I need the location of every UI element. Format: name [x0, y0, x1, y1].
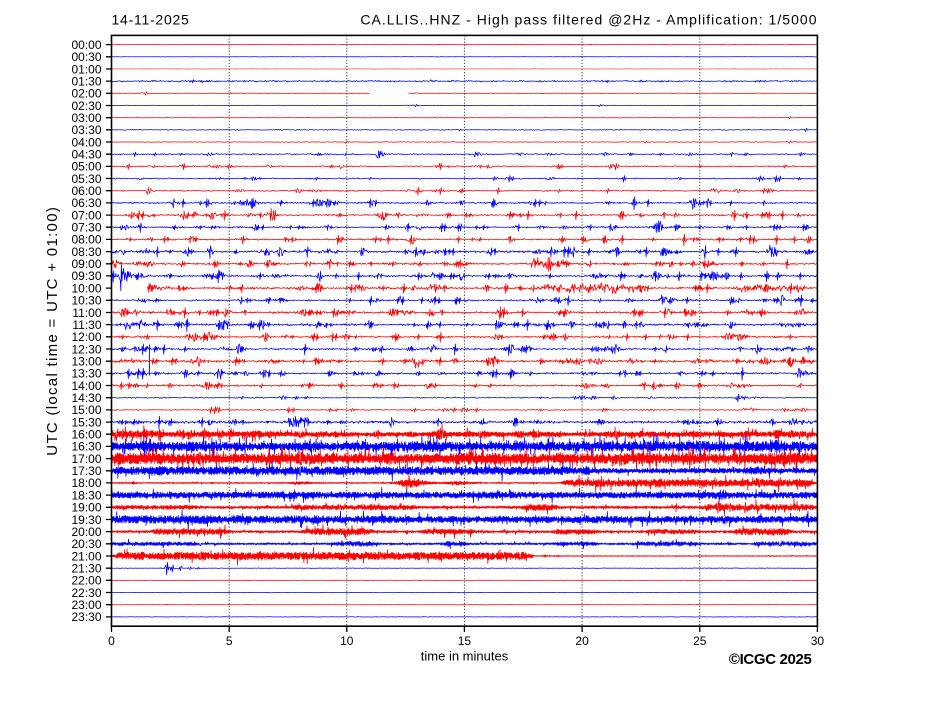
svg-text:05:30: 05:30: [71, 172, 101, 186]
svg-text:07:30: 07:30: [71, 221, 101, 235]
svg-text:08:00: 08:00: [71, 233, 101, 247]
svg-text:16:00: 16:00: [71, 428, 101, 442]
svg-text:23:30: 23:30: [71, 610, 101, 624]
svg-text:06:00: 06:00: [71, 184, 101, 198]
svg-text:06:30: 06:30: [71, 196, 101, 210]
svg-text:13:00: 13:00: [71, 355, 101, 369]
svg-text:01:00: 01:00: [71, 62, 101, 76]
svg-text:CA.LLIS..HNZ - High pass filte: CA.LLIS..HNZ - High pass filtered @2Hz -…: [360, 12, 817, 28]
svg-text:25: 25: [693, 634, 707, 648]
svg-text:©ICGC 2025: ©ICGC 2025: [729, 651, 812, 668]
svg-text:19:30: 19:30: [71, 513, 101, 527]
svg-text:01:30: 01:30: [71, 74, 101, 88]
svg-text:02:00: 02:00: [71, 87, 101, 101]
svg-text:21:30: 21:30: [71, 562, 101, 576]
svg-text:09:00: 09:00: [71, 257, 101, 271]
svg-text:21:00: 21:00: [71, 549, 101, 563]
svg-text:00:00: 00:00: [71, 38, 101, 52]
svg-text:10:30: 10:30: [71, 294, 101, 308]
svg-text:09:30: 09:30: [71, 269, 101, 283]
svg-text:10: 10: [340, 634, 354, 648]
svg-text:11:00: 11:00: [72, 306, 101, 320]
svg-text:04:30: 04:30: [71, 148, 101, 162]
svg-text:07:00: 07:00: [71, 208, 101, 222]
svg-text:14:30: 14:30: [71, 391, 101, 405]
svg-text:08:30: 08:30: [71, 245, 101, 259]
svg-text:18:30: 18:30: [71, 488, 101, 502]
svg-text:15: 15: [458, 634, 472, 648]
svg-text:20:00: 20:00: [71, 525, 101, 539]
svg-text:30: 30: [811, 634, 825, 648]
svg-text:14-11-2025: 14-11-2025: [112, 12, 190, 28]
svg-text:UTC (local time = UTC + 01:00): UTC (local time = UTC + 01:00): [44, 206, 61, 456]
svg-text:03:30: 03:30: [71, 123, 101, 137]
svg-text:22:30: 22:30: [71, 586, 101, 600]
svg-text:02:30: 02:30: [71, 99, 101, 113]
svg-text:17:30: 17:30: [71, 464, 101, 478]
svg-text:12:30: 12:30: [71, 342, 101, 356]
svg-text:23:00: 23:00: [71, 598, 101, 612]
svg-text:19:00: 19:00: [71, 501, 101, 515]
svg-text:05:00: 05:00: [71, 160, 101, 174]
svg-text:11:30: 11:30: [72, 318, 101, 332]
svg-text:03:00: 03:00: [71, 111, 101, 125]
svg-text:0: 0: [108, 634, 115, 648]
svg-text:04:00: 04:00: [71, 135, 101, 149]
svg-text:5: 5: [226, 634, 233, 648]
svg-text:18:00: 18:00: [71, 476, 101, 490]
svg-text:20:30: 20:30: [71, 537, 101, 551]
svg-text:time in minutes: time in minutes: [421, 649, 509, 664]
svg-text:00:30: 00:30: [71, 50, 101, 64]
svg-text:20: 20: [575, 634, 589, 648]
svg-text:12:00: 12:00: [71, 330, 101, 344]
svg-text:17:00: 17:00: [71, 452, 101, 466]
svg-text:14:00: 14:00: [71, 379, 101, 393]
svg-text:15:30: 15:30: [71, 415, 101, 429]
svg-text:10:00: 10:00: [71, 281, 101, 295]
svg-text:13:30: 13:30: [71, 367, 101, 381]
svg-text:16:30: 16:30: [71, 440, 101, 454]
svg-text:22:00: 22:00: [71, 574, 101, 588]
svg-text:15:00: 15:00: [71, 403, 101, 417]
